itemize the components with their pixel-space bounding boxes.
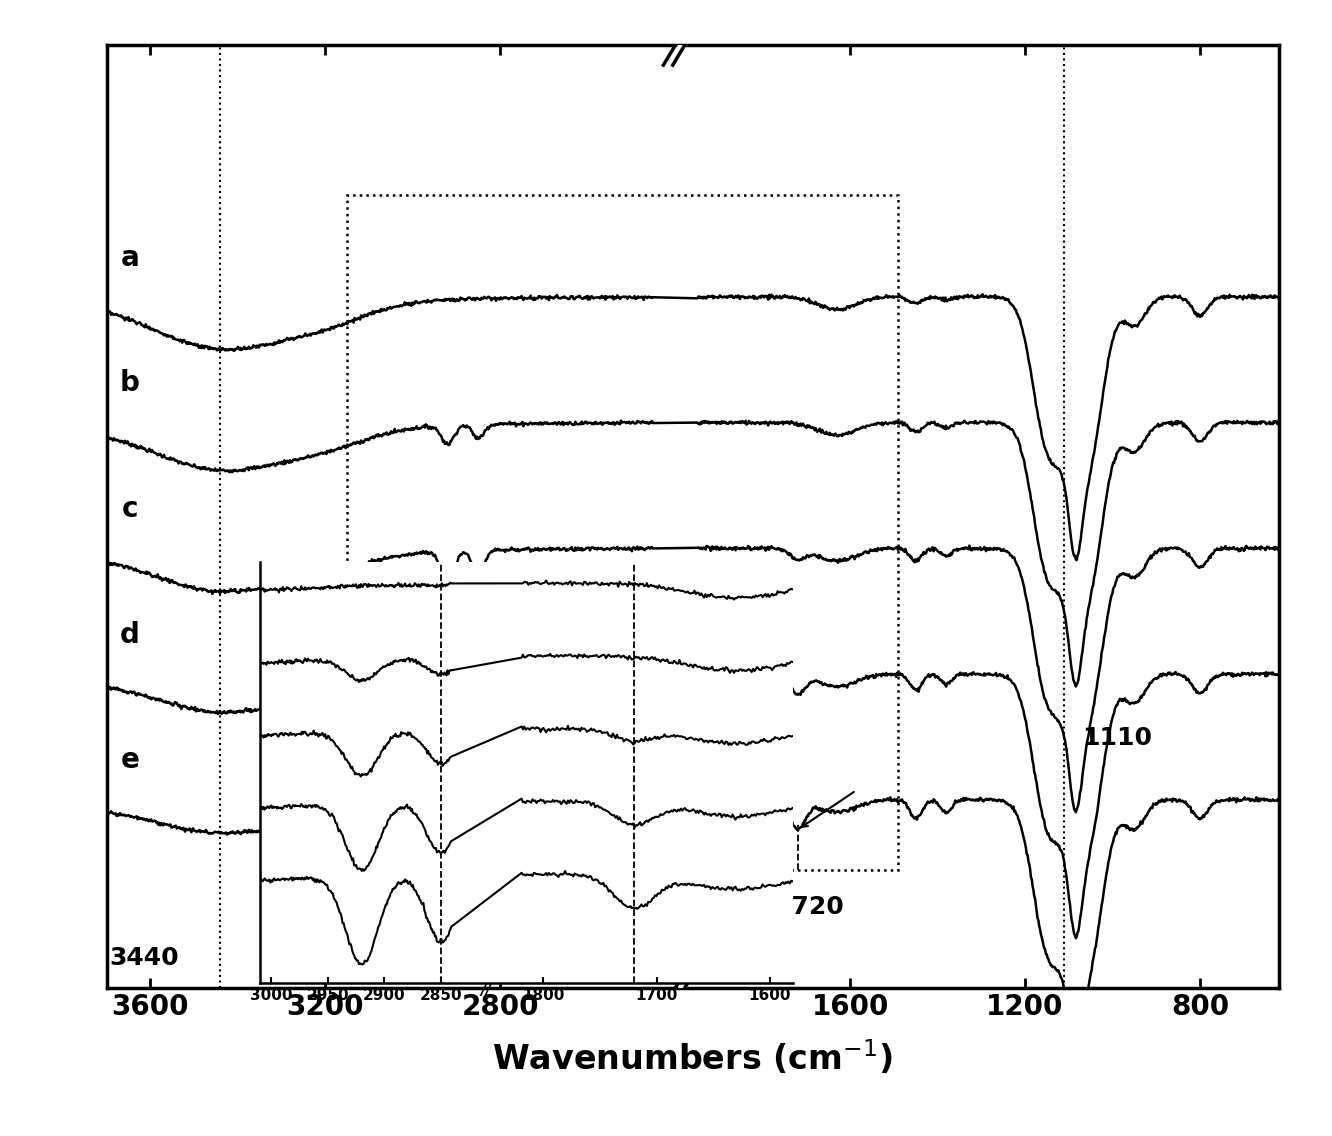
Text: 1720: 1720 [774,895,844,919]
Text: //: // [481,984,492,999]
Text: 3440: 3440 [109,946,178,970]
Text: c: c [121,495,139,523]
Bar [348,194,898,870]
Text: d: d [120,620,140,649]
X-axis label: Wavenumbers (cm$^{-1}$): Wavenumbers (cm$^{-1}$) [493,1038,892,1077]
Text: e: e [120,746,139,775]
Text: 1110: 1110 [1082,726,1152,750]
Text: 2860: 2860 [428,895,497,919]
Text: b: b [120,369,140,398]
Text: a: a [120,243,139,272]
